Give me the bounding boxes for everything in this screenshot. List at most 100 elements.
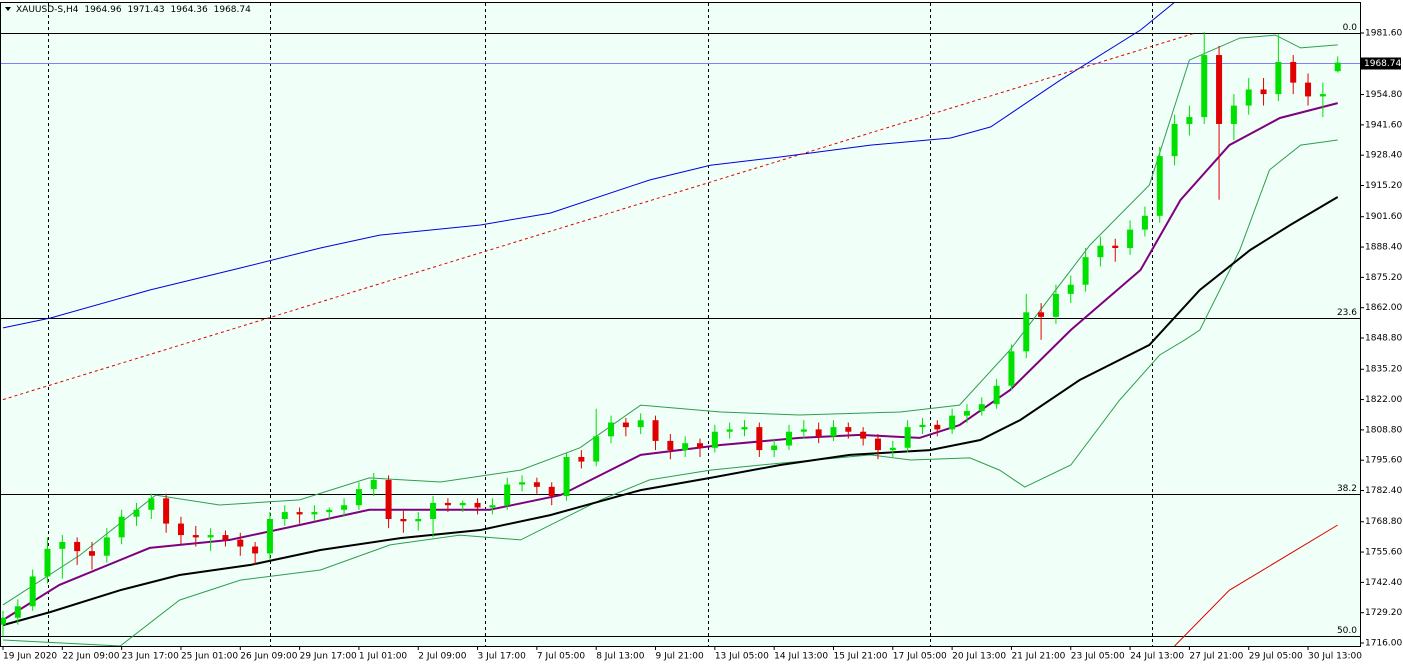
x-tick-label: 13 Jul 05:00 [715,652,769,662]
low: 1964.36 [171,5,208,15]
candle-body [1319,94,1326,97]
x-tick-label: 22 Jun 09:00 [62,652,119,662]
candle-body [756,427,763,451]
y-tick-label: 1808.80 [1365,425,1402,435]
candle-body [326,509,333,513]
candle-body [1260,89,1267,95]
candle-body [949,415,956,430]
y-tick-label: 1716.00 [1365,639,1402,649]
candle-body [252,546,259,554]
y-tick-label: 1848.80 [1365,334,1402,344]
candle-body [1305,82,1312,97]
candle-body [1334,62,1341,72]
candle-body [978,404,985,412]
candle-body [1067,284,1074,294]
levels: 0.0 23.6 38.2 50.0 [0,23,1360,637]
candles [0,32,1341,637]
candle-body [697,443,704,448]
candle-body [800,429,807,432]
candle-body [548,486,555,497]
y-tick-label: 1954.80 [1365,90,1402,100]
y-tick-label: 1768.80 [1365,517,1402,527]
candle-body [400,518,407,522]
candle-body [385,479,392,519]
y-tick-label: 1981.60 [1365,29,1402,39]
candle-body [741,427,748,430]
indicators [2,2,1339,646]
candle-body [1201,55,1208,118]
candle-body [44,548,51,577]
y-tick-label: 1862.00 [1365,303,1402,313]
x-tick-label: 14 Jul 13:00 [774,652,828,662]
x-tick-label: 8 Jul 13:00 [596,652,645,662]
candle-body [177,523,184,536]
menu-arrow[interactable] [5,7,11,11]
y-tick-label: 1755.60 [1365,548,1402,558]
y-tick-label: 1782.40 [1365,486,1402,496]
candle-body [370,479,377,490]
x-tick-label: 29 Jun 17:00 [300,652,357,662]
candle-body [1141,215,1148,230]
y-tick-label: 1729.20 [1365,608,1402,618]
x-tick-label: 25 Jun 01:00 [181,652,238,662]
candle-body [1186,117,1193,124]
x-tick-label: 7 Jul 05:00 [537,652,586,662]
candle-body [29,576,36,607]
candle-body [0,617,6,625]
candle-body [74,541,81,552]
candle-body [963,411,970,416]
y-tick-label: 1875.20 [1365,273,1402,283]
candle-body [1038,312,1045,317]
candle-body [222,535,229,540]
x-tick-label: 26 Jun 09:00 [240,652,297,662]
high: 1971.43 [127,5,164,15]
indicator-line [1174,524,1338,646]
candle-body [889,447,896,451]
x-tick-label: 21 Jul 21:00 [1011,652,1065,662]
candle-body [1245,89,1252,106]
plot-area [0,2,1361,647]
y-tick-label: 1915.20 [1365,181,1402,191]
candle-body [726,429,733,432]
fib-label: 0.0 [1343,23,1358,33]
x-tick-label: 9 Jul 21:00 [656,652,705,662]
candle-body [904,427,911,448]
candle-body [444,502,451,506]
x-tick-label: 3 Jul 17:00 [478,652,527,662]
x-tick-label: 24 Jul 13:00 [1130,652,1184,662]
candle-body [163,498,170,524]
y-tick-label: 1822.00 [1365,395,1402,405]
candle-body [1216,55,1223,124]
candle-body [845,427,852,432]
candle-body [593,436,600,462]
candle-body [533,482,540,487]
candle-body [459,502,466,506]
y-tick-label: 1928.40 [1365,151,1402,161]
candle-body [1097,245,1104,258]
candle-body [133,509,140,517]
candle-body [281,512,288,519]
plot-border [0,2,1361,647]
x-tick-label: 23 Jun 17:00 [122,652,179,662]
x-tick-label: 1 Jul 01:00 [359,652,408,662]
candle-body [519,482,526,485]
y-tick-label: 1941.60 [1365,120,1402,130]
candle-body [1156,156,1163,216]
candle-body [860,431,867,439]
x-tick-label: 20 Jul 13:00 [952,652,1006,662]
candle-body [637,420,644,428]
candle-body [59,541,66,549]
candle-body [1230,105,1237,124]
fib-label: 50.0 [1337,626,1357,636]
x-tick-label: 30 Jul 13:00 [1308,652,1362,662]
candle-body [1008,351,1015,386]
x-tick-label: 19 Jun 2020 [3,652,57,662]
candle-body [578,456,585,462]
y-tick-label: 1888.40 [1365,243,1402,253]
candle-body [771,445,778,451]
candle-body [489,505,496,508]
current-price-label: 1968.74 [1364,59,1401,69]
indicator-line [2,139,1338,646]
candle-body [919,424,926,428]
candle-body [830,427,837,437]
